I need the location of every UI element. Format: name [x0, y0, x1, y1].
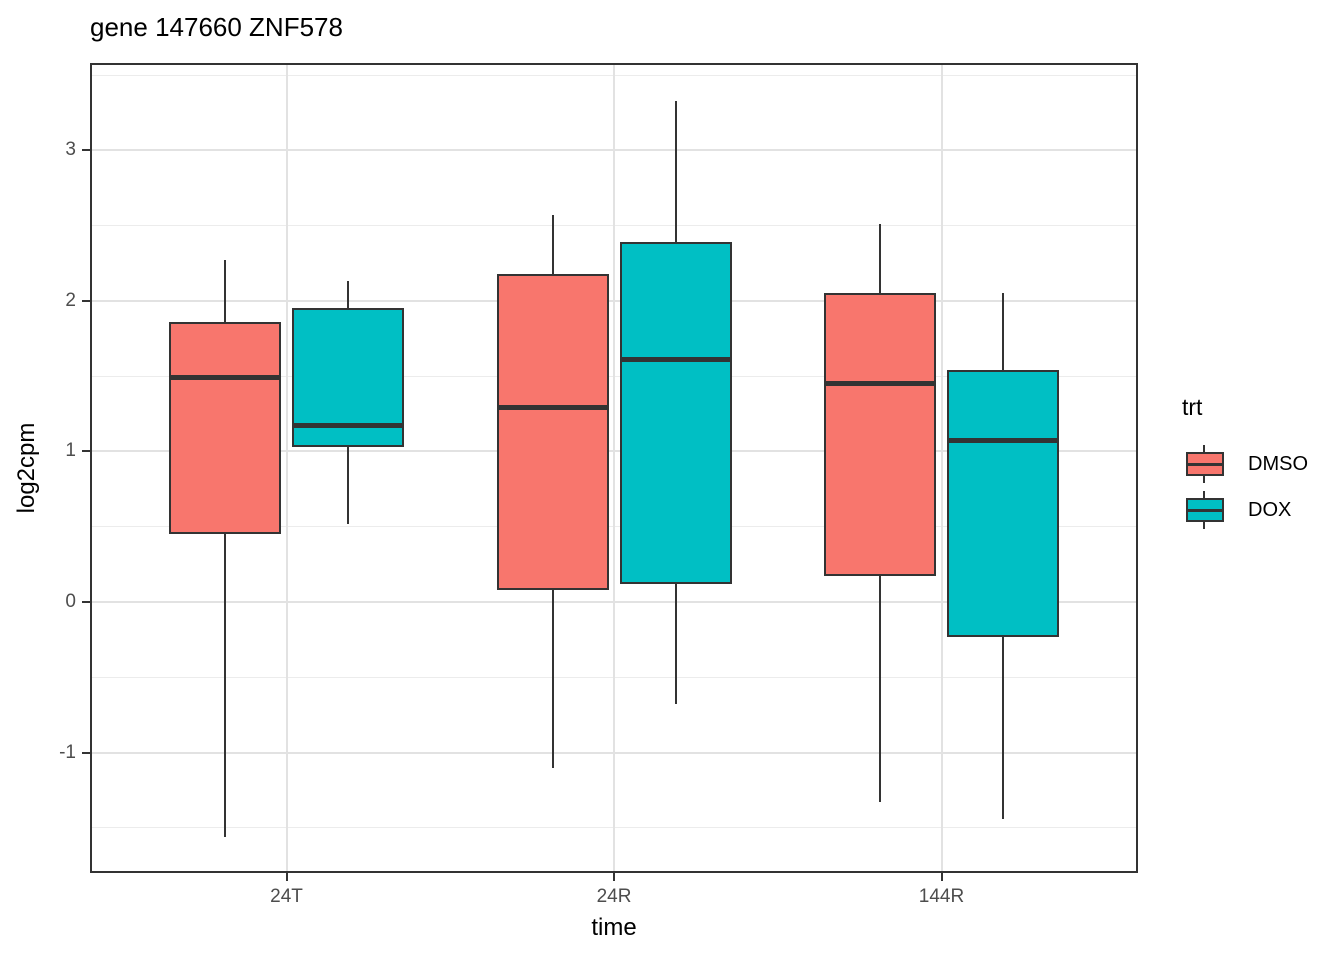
legend-title: trt [1182, 394, 1203, 420]
y-axis-title: log2cpm [13, 422, 40, 514]
x-tick-mark [613, 873, 615, 881]
x-tick-label: 144R [918, 886, 965, 907]
y-tick-mark [82, 751, 90, 754]
boxplot-key-icon [1182, 442, 1226, 486]
median-line [619, 357, 732, 363]
median-line [496, 405, 609, 411]
y-tick-label: 2 [65, 289, 76, 311]
legend-entry: DMSO [1182, 442, 1308, 486]
whisker-line [224, 260, 226, 837]
legend-label: DOX [1248, 498, 1292, 521]
gridline-major [285, 63, 288, 873]
legend: trt DMSO DOX [1182, 392, 1308, 534]
x-tick-mark [285, 873, 288, 881]
y-tick-label: 0 [65, 591, 76, 612]
median-line [169, 375, 281, 381]
key-median-line [1188, 509, 1222, 512]
median-line [824, 381, 936, 387]
chart-title: gene 147660 ZNF578 [90, 12, 343, 42]
boxplot-box-dox-144r [947, 370, 1059, 637]
legend-label: DMSO [1248, 452, 1308, 475]
y-tick-label: 1 [65, 440, 76, 462]
y-tick-mark [82, 299, 90, 302]
key-median-line [1188, 463, 1222, 466]
gridline-major [613, 63, 615, 873]
x-tick-label: 24R [596, 886, 632, 907]
boxplot-box-dmso-144r [824, 293, 936, 577]
x-axis-title: time [591, 914, 637, 941]
x-tick-mark [940, 873, 943, 881]
y-tick-mark [82, 450, 90, 453]
y-tick-mark [82, 601, 90, 603]
key-box [1186, 452, 1224, 476]
median-line [947, 438, 1059, 444]
gridline-major [940, 63, 943, 873]
x-tick-label: 24T [270, 886, 303, 907]
legend-entries: DMSO DOX [1182, 442, 1308, 532]
y-tick-label: -1 [59, 741, 76, 763]
boxplot-box-dox-24r [619, 242, 732, 584]
y-tick-mark [82, 149, 90, 152]
boxplot-box-dmso-24r [496, 273, 609, 590]
median-line [292, 423, 404, 429]
boxplot-key-icon [1182, 488, 1226, 532]
y-tick-label: 3 [65, 139, 76, 161]
legend-entry: DOX [1182, 488, 1308, 532]
key-box [1186, 498, 1224, 522]
boxplot-box-dmso-24t [169, 322, 281, 535]
